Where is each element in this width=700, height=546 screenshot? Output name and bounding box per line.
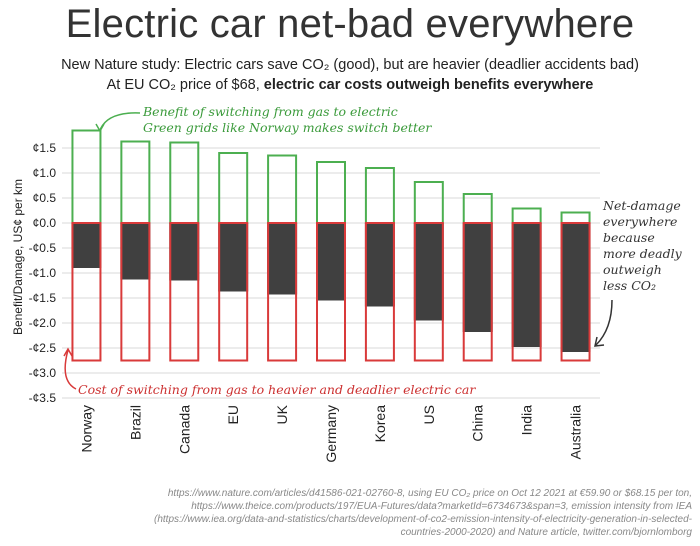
cost-arrowhead <box>63 347 73 357</box>
y-tick-label: -¢2.0 <box>29 316 57 330</box>
benefit-bar <box>267 154 298 224</box>
benefit-bar <box>560 211 591 224</box>
x-tick-label: China <box>470 405 486 442</box>
cost-bar <box>511 222 542 362</box>
net-bar <box>120 223 151 280</box>
source-citation: https://www.nature.com/articles/d41586-0… <box>154 488 692 538</box>
annotation-arrows <box>63 112 613 390</box>
benefit-bar <box>169 141 200 224</box>
cost-bar <box>267 222 298 362</box>
net-bar <box>560 223 591 352</box>
net-bar <box>71 223 102 268</box>
x-tick-labels: Norway Brazil Canada EU UK Germany Korea US Chin… <box>78 404 583 462</box>
y-tick-label: ¢0.5 <box>33 191 57 205</box>
net-bar <box>267 223 298 295</box>
annotation-cost: Cost of switching from gas to heavier an… <box>78 382 476 397</box>
x-tick-label: US <box>421 405 437 424</box>
x-tick-label: EU <box>225 405 241 424</box>
annotation-net-damage: Net-damage everywhere because more deadly ou… <box>603 198 682 293</box>
net-bar <box>316 223 346 301</box>
net-bar <box>364 223 395 307</box>
y-tick-label: -¢0.5 <box>29 241 57 255</box>
chart-subtitle-line-1: New Nature study: Electric cars save CO₂… <box>61 57 639 73</box>
cost-bar <box>316 222 346 362</box>
y-tick-label: -¢2.5 <box>29 341 57 355</box>
y-tick-label: ¢1.0 <box>33 166 57 180</box>
net-bar <box>511 223 542 347</box>
chart-title: Electric car net-bad everywhere <box>65 2 635 46</box>
net-bar <box>462 223 493 332</box>
benefit-bar <box>218 152 249 224</box>
bars <box>71 129 591 362</box>
subtitle-bold: electric car costs outweigh benefits eve… <box>263 77 594 93</box>
x-tick-label: Germany <box>323 405 339 463</box>
cost-bar <box>71 222 102 362</box>
benefit-bar <box>316 161 346 224</box>
y-tick-label: ¢0.0 <box>33 216 57 230</box>
chart-subtitle-line-2: At EU CO₂ price of $68, electric car cos… <box>0 77 700 93</box>
cost-bar <box>169 222 200 362</box>
cost-bar <box>413 222 444 362</box>
benefit-arrow <box>99 112 141 131</box>
net-arrow <box>595 299 613 346</box>
x-tick-label: Canada <box>176 405 192 454</box>
y-tick-label: ¢1.5 <box>33 141 57 155</box>
net-bar <box>218 223 249 292</box>
benefit-bar <box>511 207 542 224</box>
cost-bar <box>218 222 249 362</box>
benefit-arrowhead <box>95 123 105 133</box>
net-bar <box>413 223 444 321</box>
cost-bar <box>462 222 493 362</box>
cost-bar <box>120 222 151 362</box>
net-bar <box>169 223 200 281</box>
y-axis-label: Benefit/Damage, US¢ per km <box>11 178 25 336</box>
cost-bar <box>364 222 395 362</box>
y-tick-label: -¢1.0 <box>29 266 57 280</box>
x-tick-label: Australia <box>568 405 584 460</box>
y-tick-labels: ¢1.5 ¢1.0 ¢0.5 ¢0.0 -¢0.5 -¢1.0 -¢1.5 -¢2.0 -¢2.… <box>29 141 57 405</box>
y-tick-label: -¢3.0 <box>29 366 57 380</box>
x-tick-label: Norway <box>78 405 94 452</box>
net-arrowhead <box>594 336 605 347</box>
x-tick-label: Brazil <box>127 405 143 440</box>
x-tick-label: UK <box>274 404 290 424</box>
benefit-bar <box>413 181 444 224</box>
subtitle-prefix: At EU CO₂ price of $68, <box>106 77 264 93</box>
x-tick-label: India <box>519 405 535 436</box>
annotation-benefit: Benefit of switching from gas to electri… <box>143 104 432 135</box>
benefit-bar <box>120 140 151 224</box>
benefit-bar <box>71 129 102 224</box>
y-tick-label: -¢3.5 <box>29 391 57 405</box>
cost-bar <box>560 222 591 362</box>
x-tick-label: Korea <box>372 405 388 443</box>
y-tick-label: -¢1.5 <box>29 291 57 305</box>
benefit-bar <box>364 167 395 224</box>
cost-arrow <box>64 349 77 390</box>
